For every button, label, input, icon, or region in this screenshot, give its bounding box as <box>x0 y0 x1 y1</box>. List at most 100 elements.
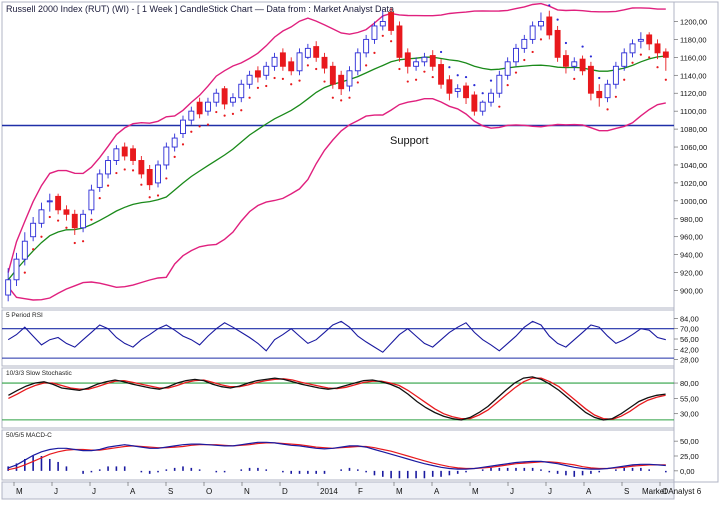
candle-body <box>38 209 45 224</box>
sar-dot <box>40 235 43 238</box>
x-tick-label: S <box>624 487 629 496</box>
candle-body <box>463 85 469 99</box>
sar-dot <box>123 168 126 171</box>
candle-body <box>113 148 120 161</box>
candle-body <box>163 146 170 166</box>
candle-body <box>496 74 503 94</box>
sar-dot <box>23 271 26 274</box>
sar-dot <box>131 169 135 172</box>
sar-dot <box>548 4 551 7</box>
candle-body <box>662 51 669 58</box>
sar-dot <box>481 92 484 95</box>
candle-body <box>188 110 195 121</box>
sar-dot <box>106 184 110 187</box>
macd-line <box>7 441 666 470</box>
candle-body <box>513 47 519 63</box>
sar-dot <box>331 96 334 99</box>
x-tick-label: 2014 <box>320 487 338 496</box>
candle-body <box>596 90 603 99</box>
sar-dot <box>489 79 493 82</box>
candle-body <box>413 61 420 67</box>
candle-body <box>180 119 186 135</box>
sar-dot <box>273 76 276 80</box>
sar-dot <box>498 105 501 108</box>
candle-body <box>529 25 536 40</box>
price-ytick-label: 1140,00 <box>680 71 707 80</box>
macd-panel-title: 50/5/5 MACD-C <box>6 432 52 439</box>
brand-label: Market Analyst 6 <box>642 487 702 496</box>
sar-dot <box>298 79 301 82</box>
x-tick-label: M <box>16 487 23 496</box>
candle-body <box>229 97 236 103</box>
sar-dot <box>448 66 451 69</box>
yaxis-strip <box>673 1 719 483</box>
candle-body <box>205 101 211 112</box>
sar-dot <box>464 75 468 79</box>
candle-body <box>263 65 270 76</box>
sar-dot <box>32 248 35 251</box>
sar-dot <box>373 51 376 54</box>
macd-ytick-label: 50,00 <box>680 437 699 446</box>
sar-dot <box>98 197 101 200</box>
candle-body <box>55 195 62 211</box>
sar-dot <box>190 130 193 133</box>
sar-dot <box>664 78 667 81</box>
price-ytick-label: 960,00 <box>680 233 703 242</box>
sar-dot <box>573 77 576 80</box>
sar-dot <box>323 80 326 83</box>
candle-body <box>612 65 619 85</box>
candle-body <box>246 74 253 85</box>
candle-body <box>21 240 28 260</box>
candle-body <box>429 55 436 67</box>
sar-dot <box>456 74 459 77</box>
sar-dot <box>656 66 659 69</box>
candle-body <box>296 52 303 72</box>
price-ytick-label: 900,00 <box>680 287 703 296</box>
x-axis: M J J A S O N D 2014 F M A M J J A S O <box>13 482 668 496</box>
sar-dot <box>340 99 343 102</box>
sar-dot <box>514 71 518 74</box>
sar-dot <box>406 80 409 83</box>
rsi-ytick-label: 70,00 <box>680 325 699 334</box>
stochastic-ytick-label: 80,00 <box>680 379 699 388</box>
candle-body <box>304 47 311 58</box>
candle-body <box>504 61 511 76</box>
price-ytick-label: 940,00 <box>680 251 703 260</box>
x-tick-label: J <box>510 487 514 496</box>
price-ytick-label: 1060,00 <box>680 143 707 152</box>
candle-body <box>479 101 486 112</box>
sar-dot <box>148 196 151 199</box>
candle-body <box>279 52 286 67</box>
sar-dot <box>564 41 568 45</box>
candle-body <box>621 52 628 67</box>
sar-dot <box>265 84 268 88</box>
bollinger-upper-line <box>7 2 666 273</box>
x-tick-label: J <box>548 487 552 496</box>
x-tick-label: S <box>168 487 173 496</box>
price-ytick-label: 920,00 <box>680 269 703 278</box>
price-ytick-label: 1100,00 <box>680 107 707 116</box>
sar-dot <box>198 125 201 128</box>
sar-dot <box>606 108 609 111</box>
sar-dot <box>206 123 210 126</box>
sar-dot <box>581 45 584 48</box>
candle-body <box>96 173 103 188</box>
sar-dot <box>523 58 526 62</box>
rsi-ytick-label: 42,00 <box>680 345 699 354</box>
candle-body <box>288 61 295 72</box>
price-ytick-label: 980,00 <box>680 215 703 224</box>
sar-dot <box>156 194 160 197</box>
macd-ytick-label: 25,00 <box>680 452 699 461</box>
candle-body <box>346 70 353 87</box>
sar-dot <box>140 183 143 186</box>
support-annotation: Support <box>390 135 429 147</box>
candle-body <box>438 64 445 85</box>
candle-body <box>579 58 586 72</box>
x-tick-label: A <box>586 487 592 496</box>
sar-dot <box>473 84 476 87</box>
x-tick-label: O <box>662 487 668 496</box>
candle-body <box>121 146 128 157</box>
candle-body <box>604 83 611 99</box>
x-tick-label: A <box>130 487 136 496</box>
